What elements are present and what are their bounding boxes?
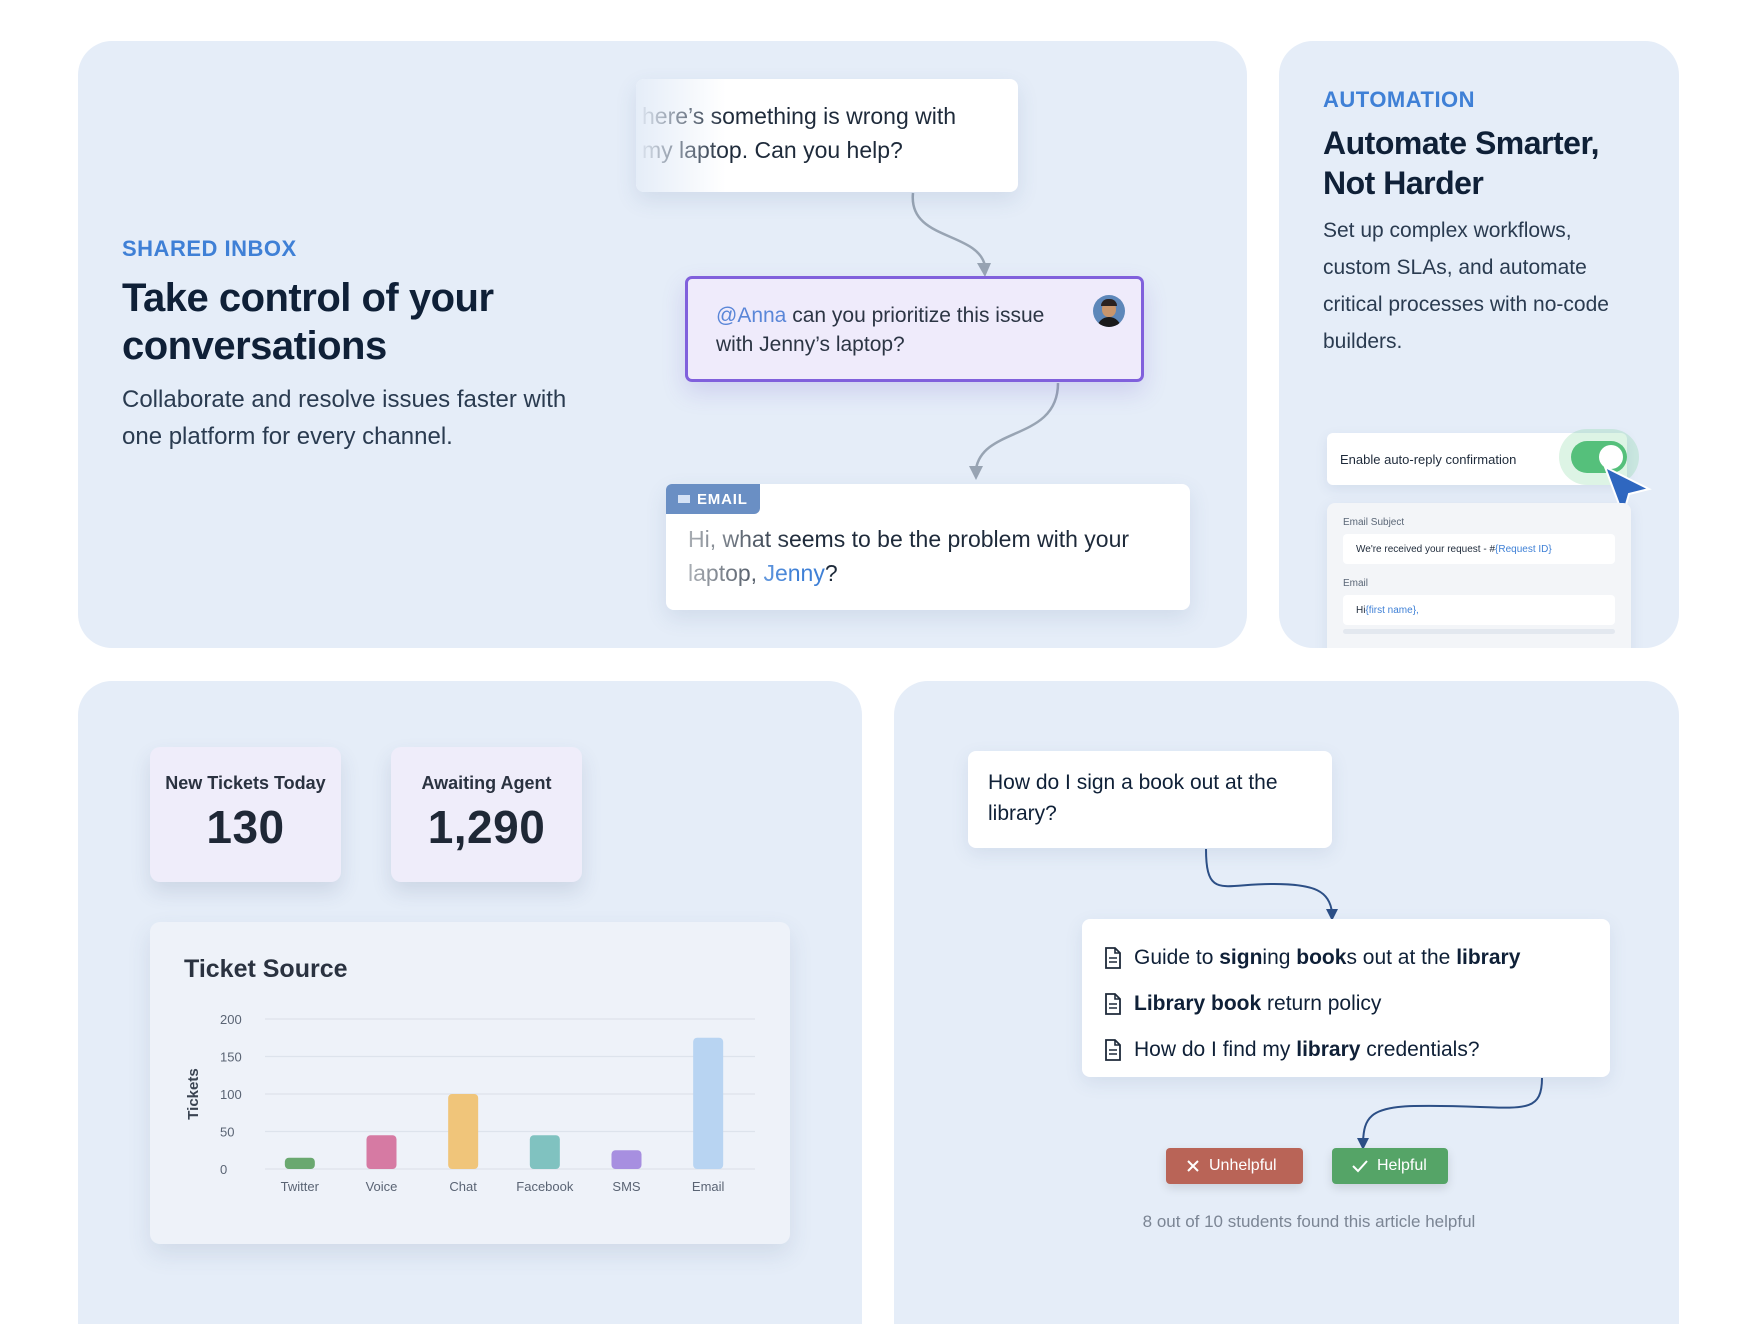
x-tick-label: Voice: [366, 1179, 398, 1194]
y-tick-label: 50: [220, 1125, 234, 1140]
bar-sms: [611, 1150, 642, 1169]
mention-anna[interactable]: @Anna: [716, 304, 787, 327]
kb-question-bubble: How do I sign a book out at the library?: [968, 751, 1332, 848]
chart-title: Ticket Source: [184, 955, 348, 983]
kb-result-item[interactable]: Guide to signing books out at the librar…: [1104, 935, 1588, 981]
email-subject-label: Email Subject: [1343, 517, 1405, 528]
helpful-stat-caption: 8 out of 10 students found this article …: [1142, 1212, 1476, 1231]
close-icon: [1187, 1160, 1199, 1172]
auto-reply-form: Email Subject We're received your reques…: [1327, 503, 1631, 648]
email-reply-end: ?: [824, 560, 838, 586]
fade-overlay: [636, 79, 726, 192]
envelope-icon: [678, 495, 690, 503]
email-reply-name: Jenny: [763, 560, 825, 586]
x-tick-label: Twitter: [281, 1179, 320, 1194]
internal-note-bubble: @Anna can you prioritize this issue with…: [685, 276, 1144, 382]
helpful-label: Helpful: [1377, 1157, 1427, 1174]
kb-flow-connectors: [1205, 848, 1543, 1150]
automation-card: AUTOMATION Automate Smarter, Not Harder …: [1279, 41, 1679, 648]
email-reply-body: Hi, what seems to be the problem with yo…: [688, 526, 1130, 586]
x-tick-label: SMS: [612, 1179, 641, 1194]
new-tickets-label: New Tickets Today: [165, 773, 326, 793]
inbox-headline: Take control of your conversations: [122, 276, 494, 368]
bar-email: [693, 1037, 724, 1169]
awaiting-agent-stat: Awaiting Agent 1,290: [391, 747, 582, 882]
y-tick-label: 100: [220, 1087, 242, 1102]
email-body-field[interactable]: Hi {first name},: [1343, 595, 1615, 625]
note-body: can you prioritize this issue with Jenny…: [716, 304, 1045, 356]
inbox-eyebrow: SHARED INBOX: [122, 236, 297, 261]
conversation-flow-connectors: [911, 192, 1060, 480]
kb-result-title: How do I find my library credentials?: [1134, 1038, 1480, 1061]
x-tick-label: Chat: [449, 1179, 477, 1194]
ticket-metrics-card: New Tickets Today 130 Awaiting Agent 1,2…: [78, 681, 862, 1324]
automation-body: Set up complex workflows, custom SLAs, a…: [1323, 219, 1609, 353]
kb-result-title: Guide to signing books out at the librar…: [1134, 946, 1521, 969]
awaiting-agent-value: 1,290: [427, 801, 546, 853]
unhelpful-button[interactable]: Unhelpful: [1166, 1148, 1303, 1184]
email-tag-label: EMAIL: [697, 490, 748, 508]
inbox-body: Collaborate and resolve issues faster wi…: [122, 386, 567, 450]
kb-result-item[interactable]: How do I find my library credentials?: [1104, 1027, 1588, 1073]
check-icon: [1352, 1160, 1368, 1173]
bar-chat: [448, 1094, 479, 1169]
y-axis-label: Tickets: [185, 1068, 202, 1119]
email-reply-text: Hi, what seems to be the problem with yo…: [688, 522, 1168, 590]
y-tick-label: 150: [220, 1050, 242, 1065]
knowledge-base-card: How do I sign a book out at the library?…: [894, 681, 1679, 1324]
x-tick-label: Email: [692, 1179, 725, 1194]
auto-reply-toggle[interactable]: [1571, 441, 1627, 473]
bar-twitter: [284, 1157, 315, 1169]
email-subject-field[interactable]: We're received your request - # {Request …: [1343, 534, 1615, 564]
document-icon: [1105, 947, 1121, 969]
helpful-button[interactable]: Helpful: [1332, 1148, 1448, 1184]
x-tick-label: Facebook: [516, 1179, 574, 1194]
new-tickets-value: 130: [206, 801, 285, 853]
automation-headline: Automate Smarter, Not Harder: [1323, 125, 1600, 201]
automation-eyebrow: AUTOMATION: [1323, 87, 1476, 112]
chart-plot: 0 50 100 150 200 Tickets Twitter Voice Chat Faceb…: [185, 1012, 755, 1194]
internal-note-text: @Anna can you prioritize this issue with…: [716, 301, 1076, 359]
feedback-buttons: Unhelpful Helpful: [1166, 1148, 1448, 1184]
new-tickets-stat: New Tickets Today 130: [150, 747, 341, 882]
email-body-label: Email: [1343, 578, 1369, 589]
bar-facebook: [529, 1135, 560, 1169]
form-placeholder-line: [1343, 629, 1615, 634]
bar-voice: [366, 1135, 397, 1169]
kb-result-item[interactable]: Library book return policy: [1104, 981, 1588, 1027]
y-tick-label: 200: [220, 1012, 242, 1027]
cursor-icon: [1603, 464, 1652, 519]
document-icon: [1105, 993, 1121, 1015]
y-tick-label: 0: [220, 1162, 227, 1177]
ticket-source-chart: Ticket Source 0 50 100 150 200 Tickets Twitter…: [150, 922, 790, 1244]
customer-message-bubble: here’s something is wrong with my laptop…: [636, 79, 1018, 192]
kb-results-list: Guide to signing books out at the librar…: [1082, 919, 1610, 1077]
document-icon: [1105, 1039, 1121, 1061]
unhelpful-label: Unhelpful: [1209, 1157, 1277, 1174]
shared-inbox-card: SHARED INBOX Take control of your conver…: [78, 41, 1247, 648]
avatar: [1093, 295, 1125, 327]
awaiting-agent-label: Awaiting Agent: [421, 773, 552, 793]
email-channel-tag: EMAIL: [666, 484, 760, 514]
auto-reply-label: Enable auto-reply confirmation: [1340, 451, 1517, 467]
kb-result-title: Library book return policy: [1134, 992, 1382, 1015]
